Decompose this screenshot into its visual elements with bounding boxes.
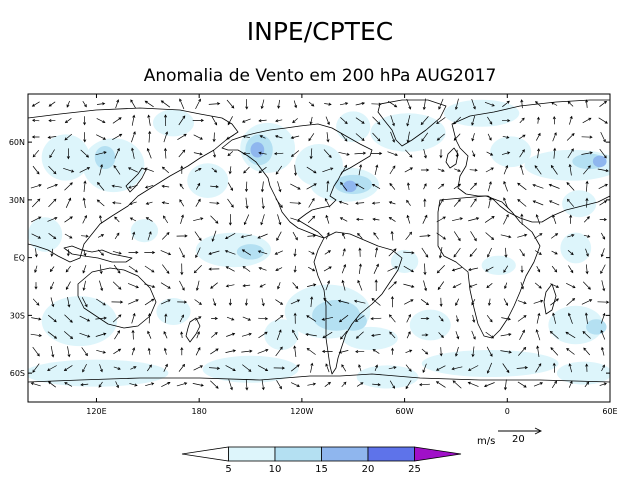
anomaly-shading [28, 99, 610, 389]
colorbar: 5 10 15 20 25 [181, 446, 462, 475]
eurasia-coastline [28, 107, 239, 263]
reference-vector-units: m/s [477, 436, 495, 447]
anomaly-region [524, 149, 610, 181]
colorbar-segment [181, 446, 229, 462]
anomaly-region [390, 249, 419, 274]
anomaly-region [82, 138, 145, 193]
lat-tick-label: EQ [14, 254, 25, 263]
colorbar-segment [274, 446, 322, 462]
anomaly-region [94, 145, 116, 170]
anomaly-region [443, 99, 520, 127]
anomaly-region [370, 113, 446, 152]
lon-tick-label: 180 [192, 407, 207, 416]
anomaly-region [152, 109, 195, 137]
anomaly-region [342, 180, 357, 193]
anomaly-region [421, 350, 559, 377]
colorbar-label: 10 [269, 464, 282, 475]
figure-subtitle: Anomalia de Vento em 200 hPa AUG2017 [144, 66, 497, 86]
coastlines [28, 99, 610, 383]
map-area [27, 93, 611, 403]
colorbar-label: 15 [315, 464, 328, 475]
wind-vectors [30, 98, 610, 391]
lon-tick-label: 120E [86, 407, 106, 416]
anomaly-region [264, 319, 299, 351]
anomaly-region [236, 244, 265, 260]
greenland-coastline [377, 99, 447, 147]
anomaly-region [41, 134, 90, 181]
anomaly-region [562, 190, 597, 218]
lat-tick-label: 30N [9, 196, 25, 205]
anomaly-region [336, 111, 371, 143]
anomaly-region [250, 142, 265, 158]
uk-coastline [445, 147, 459, 169]
colorbar-segment [414, 446, 462, 462]
antarctica-coastline [28, 373, 610, 383]
anomaly-region [586, 319, 607, 335]
colorbar-label: 25 [408, 464, 421, 475]
north-america-coastline [221, 123, 373, 239]
reference-vector-arrowhead [534, 427, 543, 435]
anomaly-region [28, 359, 169, 387]
figure-title: INPE/CPTEC [247, 17, 393, 46]
lon-tick-label: 0 [505, 407, 510, 416]
africa-coastline [437, 195, 541, 339]
anomaly-region [356, 365, 419, 389]
anomaly-region [481, 255, 516, 275]
lon-tick-label: 120W [290, 407, 313, 416]
anomaly-region [187, 163, 229, 198]
lat-tick-label: 60S [10, 369, 25, 378]
anomaly-region [490, 136, 532, 168]
lon-tick-label: 60E [602, 407, 617, 416]
anomaly-region [560, 232, 592, 264]
colorbar-segment [228, 446, 276, 462]
colorbar-segment [367, 446, 415, 462]
anomaly-region [342, 326, 398, 351]
map-frame [27, 93, 611, 403]
anomaly-region [202, 355, 299, 383]
latitude-axis: 60N 30N EQ 30S 60S [9, 138, 610, 378]
wind-vector-field [30, 98, 610, 391]
australia-coastline [77, 267, 157, 329]
europe-coastline [451, 99, 610, 223]
anomaly-region [548, 305, 604, 345]
lat-tick-label: 60N [9, 138, 25, 147]
anomaly-region [339, 311, 367, 331]
colorbar-label: 5 [225, 464, 231, 475]
anomaly-region [41, 296, 118, 347]
south-america-coastline [313, 231, 403, 375]
anomaly-region [409, 309, 451, 341]
lat-tick-label: 30S [10, 311, 25, 320]
longitude-axis: 120E 180 120W 60W 0 60E [86, 94, 618, 416]
madagascar-coastline [543, 283, 557, 315]
anomaly-region [130, 219, 159, 243]
lon-tick-label: 60W [396, 407, 414, 416]
colorbar-label: 20 [362, 464, 375, 475]
anomaly-region [28, 217, 63, 252]
reference-vector-value: 20 [512, 434, 525, 445]
colorbar-segment [321, 446, 369, 462]
reference-vector: m/s 20 [477, 427, 543, 447]
anomaly-region [592, 155, 607, 168]
